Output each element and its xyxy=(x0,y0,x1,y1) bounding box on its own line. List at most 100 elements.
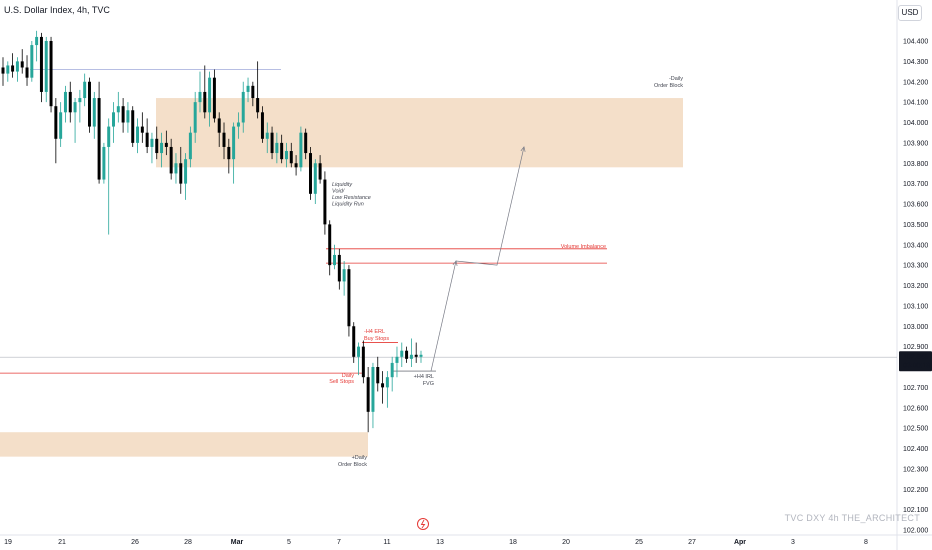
volume-imbalance-label: Volume Imbalance xyxy=(561,244,606,250)
candle-body xyxy=(49,41,53,107)
candle-body xyxy=(299,132,303,168)
candle-body xyxy=(198,91,202,103)
candle-body xyxy=(20,61,24,68)
currency-button[interactable]: USD xyxy=(898,5,922,21)
y-tick-label: 102.700 xyxy=(903,385,928,392)
candle-body xyxy=(92,98,96,127)
candle-body xyxy=(39,36,43,92)
chart-title: U.S. Dollar Index, 4h, TVC xyxy=(4,5,110,15)
candle-body xyxy=(73,102,77,113)
y-tick-label: 102.900 xyxy=(903,344,928,351)
daily-ob-bottom-label: +Daily xyxy=(352,455,368,461)
candle-body xyxy=(246,85,250,92)
y-tick-label: 104.400 xyxy=(903,39,928,46)
y-tick-label: 102.000 xyxy=(903,528,928,535)
candle-body xyxy=(390,362,394,378)
replay-icon-glyph xyxy=(420,519,426,529)
x-tick-label: Apr xyxy=(734,539,746,546)
y-tick-label: 103.300 xyxy=(903,263,928,270)
liquidity-label: Liquidity Run xyxy=(332,202,364,208)
buy-stops-label: Buy Stops xyxy=(364,336,389,342)
candle-body xyxy=(150,138,154,147)
x-tick-label: 28 xyxy=(184,539,192,546)
candle-body xyxy=(256,98,260,113)
candle-body xyxy=(102,146,106,180)
candle-body xyxy=(337,254,341,282)
x-tick-label: 5 xyxy=(287,539,291,546)
candle-body xyxy=(222,132,226,147)
projection-arrowhead-2 xyxy=(520,146,526,152)
x-tick-label: 7 xyxy=(337,539,341,546)
candle-body xyxy=(347,269,351,327)
candle-body xyxy=(361,346,365,378)
x-tick-label: 13 xyxy=(436,539,444,546)
y-tick-label: 103.500 xyxy=(903,222,928,229)
candle-body xyxy=(1,67,5,74)
candle-body xyxy=(126,110,130,123)
candle-body xyxy=(241,91,245,123)
order-block-zone xyxy=(0,432,368,457)
y-tick-label: 103.400 xyxy=(903,242,928,249)
x-tick-label: Mar xyxy=(231,539,244,546)
fvg-label: +H4 IRL xyxy=(414,374,434,380)
x-tick-label: 19 xyxy=(4,539,12,546)
y-tick-label: 102.300 xyxy=(903,466,928,473)
daily-ob-bottom-label: Order Block xyxy=(338,462,367,468)
candle-body xyxy=(323,179,327,225)
candle-body xyxy=(107,126,111,147)
candle-body xyxy=(35,36,39,46)
candle-body xyxy=(414,354,418,357)
y-tick-label: 104.000 xyxy=(903,120,928,127)
candle-body xyxy=(6,65,10,74)
liquidity-label: Void/ xyxy=(332,189,345,195)
candle-body xyxy=(366,377,370,412)
candle-body xyxy=(54,106,58,139)
candle-body xyxy=(44,41,48,92)
y-tick-label: 103.200 xyxy=(903,283,928,290)
daily-ob-label: -Daily xyxy=(669,76,683,82)
candle-body xyxy=(179,163,183,184)
current-price-value: 102.848 xyxy=(903,354,928,361)
candle-body xyxy=(309,153,312,194)
y-tick-label: 102.400 xyxy=(903,446,928,453)
projection-path xyxy=(430,146,525,372)
candle-body xyxy=(260,112,264,139)
fvg-label: FVG xyxy=(423,381,434,387)
candle-body xyxy=(357,346,361,357)
candle-body xyxy=(155,138,159,154)
y-tick-label: 103.800 xyxy=(903,161,928,168)
candle-body xyxy=(212,77,216,119)
y-tick-label: 103.000 xyxy=(903,324,928,331)
candle-body xyxy=(184,159,188,184)
y-tick-label: 102.600 xyxy=(903,405,928,412)
daily-ob-label: Order Block xyxy=(654,83,683,89)
candle-body xyxy=(30,45,34,78)
liquidity-label: Liquidity xyxy=(332,182,353,188)
y-tick-label: 102.500 xyxy=(903,426,928,433)
candle-body xyxy=(342,269,346,282)
candle-body xyxy=(83,81,87,99)
candle-body xyxy=(11,65,15,72)
candle-body xyxy=(227,146,231,160)
y-tick-label: 102.200 xyxy=(903,487,928,494)
candle-body xyxy=(160,142,164,154)
candle-body xyxy=(208,77,212,113)
candle-body xyxy=(203,91,207,113)
candle-body xyxy=(97,98,101,180)
candle-body xyxy=(328,224,332,266)
x-tick-label: 25 xyxy=(635,539,643,546)
candle-body xyxy=(63,91,67,113)
candle-body xyxy=(400,350,404,357)
y-tick-label: 104.200 xyxy=(903,79,928,86)
candle-body xyxy=(284,151,288,160)
candle-body xyxy=(381,383,385,388)
replay-icon[interactable] xyxy=(417,518,429,530)
candle-body xyxy=(385,377,389,388)
candle-body xyxy=(87,81,91,127)
candle-body xyxy=(112,112,115,127)
candle-body xyxy=(164,142,168,147)
y-tick-label: 102.100 xyxy=(903,507,928,514)
x-tick-label: 26 xyxy=(131,539,139,546)
candle-body xyxy=(169,146,173,174)
